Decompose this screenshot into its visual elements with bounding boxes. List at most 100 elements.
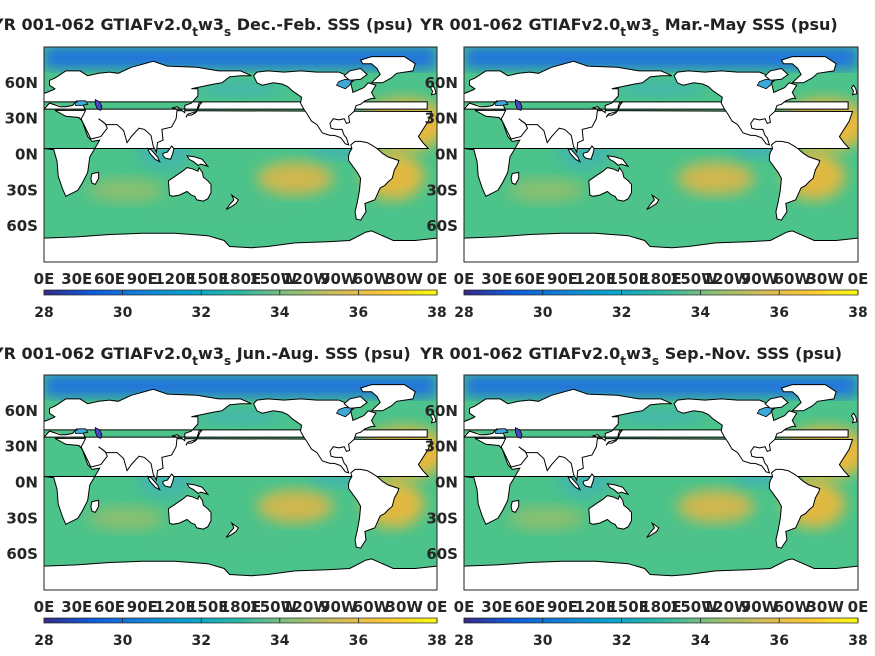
latitude-tick-label: 60N	[5, 402, 38, 420]
land-madagascar	[90, 499, 100, 514]
salinity-field	[44, 47, 437, 262]
colorbar-tick-label: 36	[349, 305, 368, 321]
longitude-tick-label: 90E	[127, 270, 158, 288]
land-southamerica	[768, 140, 821, 221]
title-text: w3	[198, 344, 224, 363]
longitude-tick-label: 0E	[454, 270, 475, 288]
longitude-tick-label: 60W	[353, 270, 391, 288]
title-subscript: s	[652, 25, 659, 39]
salinity-region	[87, 506, 165, 531]
colorbar-tick-label: 32	[612, 633, 631, 649]
land-northamerica	[253, 398, 377, 474]
colorbar-tick-label: 30	[113, 633, 133, 649]
map-panel: 60N 30N 0N 30S 60S 0E 30E 60E 90E120E150E180E150…	[0, 15, 447, 321]
colorbar-tick-label: 36	[349, 633, 368, 649]
sea-hudson-bay-water	[756, 78, 774, 90]
map-panel: 60N 30N 0N 30S 60S 0E 30E 60E 90E120E150E180E150…	[419, 344, 869, 649]
land-nz	[646, 193, 660, 210]
salinity-region	[153, 201, 285, 216]
land-nz	[225, 521, 239, 538]
colorbar-tick-label: 30	[533, 305, 553, 321]
salinity-region	[87, 178, 165, 203]
title-subscript: t	[192, 25, 198, 39]
colorbar-tick-label: 36	[769, 633, 788, 649]
colorbar-tick-label: 36	[769, 305, 788, 321]
land-japan	[605, 101, 624, 118]
latitude-tick-label: 0N	[15, 146, 38, 164]
title-subscript: t	[192, 354, 198, 368]
map-frame	[463, 374, 859, 591]
latitude-tick-label: 60S	[426, 545, 458, 563]
sea-black-sea-water	[74, 428, 89, 434]
colorbar-tick-label: 38	[848, 305, 867, 321]
land-nz	[646, 521, 660, 538]
land-eurasia	[44, 60, 428, 154]
land-northamerica	[673, 398, 798, 474]
longitude-tick-label: 120W	[703, 270, 751, 288]
land-japan	[185, 429, 203, 446]
land-australia	[588, 494, 632, 530]
title-text: YR 001-062 GTIAFv2.0	[0, 15, 192, 34]
latitude-tick-label: 30S	[6, 181, 38, 199]
colorbar-tick-label: 28	[454, 633, 473, 649]
longitude-tick-label: 90E	[127, 598, 158, 616]
map-panel: 60N 30N 0N 30S 60S 0E 30E 60E 90E120E150E180E150…	[419, 15, 868, 321]
longitude-tick-label: 90W	[741, 598, 779, 616]
map-frame	[43, 374, 438, 591]
land-greenland	[780, 384, 837, 412]
longitude-tick-label: 120W	[703, 598, 751, 616]
longitude-tick-label: 120E	[575, 598, 617, 616]
sea-black-sea-water	[494, 100, 509, 106]
salinity-region	[573, 201, 705, 216]
land-sumatra	[146, 475, 161, 491]
colorbar-gradient	[463, 617, 859, 624]
arctic-low-salinity	[44, 375, 437, 397]
longitude-tick-label: 30W	[806, 270, 844, 288]
title-text: Dec.-Feb. SSS (psu)	[231, 15, 413, 34]
map-frame	[463, 46, 859, 263]
land-southamerica	[348, 140, 400, 221]
latitude-tick-label: 60N	[425, 74, 458, 92]
sea-caspian-water	[515, 426, 523, 439]
colorbar-gradient	[43, 289, 438, 296]
longitude-tick-label: 0E	[848, 598, 869, 616]
title-text: w3	[626, 344, 652, 363]
colorbar-tick-label: 30	[533, 633, 553, 649]
land-borneo	[162, 473, 175, 488]
longitude-tick-label: 30W	[806, 598, 844, 616]
panel-title: YR 001-062 GTIAFv2.0tw3s Mar.-May SSS (p…	[419, 15, 838, 39]
longitude-tick-label: 150W	[249, 270, 297, 288]
longitude-tick-label: 60E	[514, 598, 545, 616]
colorbar-tick-label: 28	[34, 633, 53, 649]
longitude-tick-label: 60E	[94, 598, 125, 616]
land-sumatra	[567, 147, 582, 163]
longitude-tick-label: 30W	[386, 270, 424, 288]
longitude-tick-label: 90E	[547, 598, 578, 616]
longitude-tick-label: 30W	[386, 598, 424, 616]
colorbar-tick-label: 30	[113, 305, 133, 321]
land-baffin	[343, 67, 368, 81]
colorbar-tick-label: 32	[191, 305, 210, 321]
longitude-tick-label: 30E	[61, 598, 92, 616]
longitude-tick-label: 120W	[282, 598, 330, 616]
land-southamerica	[348, 468, 400, 549]
colorbar: 28 30 32 34 36 38	[34, 617, 447, 649]
land-uk	[850, 412, 858, 424]
colorbar-tick-label: 34	[691, 633, 711, 649]
colorbar-tick-label: 34	[691, 305, 711, 321]
land-borneo	[582, 145, 595, 160]
latitude-tick-label: 30N	[425, 438, 458, 456]
title-text: Mar.-May SSS (psu)	[659, 15, 838, 34]
latitude-tick-label: 30S	[426, 181, 458, 199]
salinity-region	[256, 489, 334, 524]
title-subscript: s	[652, 354, 659, 368]
longitude-tick-label: 60W	[774, 598, 812, 616]
land-borneo	[162, 145, 175, 160]
longitude-tick-label: 120E	[575, 270, 617, 288]
salinity-region	[573, 529, 705, 544]
longitude-tick-label: 60W	[774, 270, 812, 288]
land-antarctica	[44, 558, 437, 590]
latitude-tick-label: 60S	[6, 545, 38, 563]
land-nz	[225, 193, 239, 210]
salinity-field	[44, 375, 437, 590]
